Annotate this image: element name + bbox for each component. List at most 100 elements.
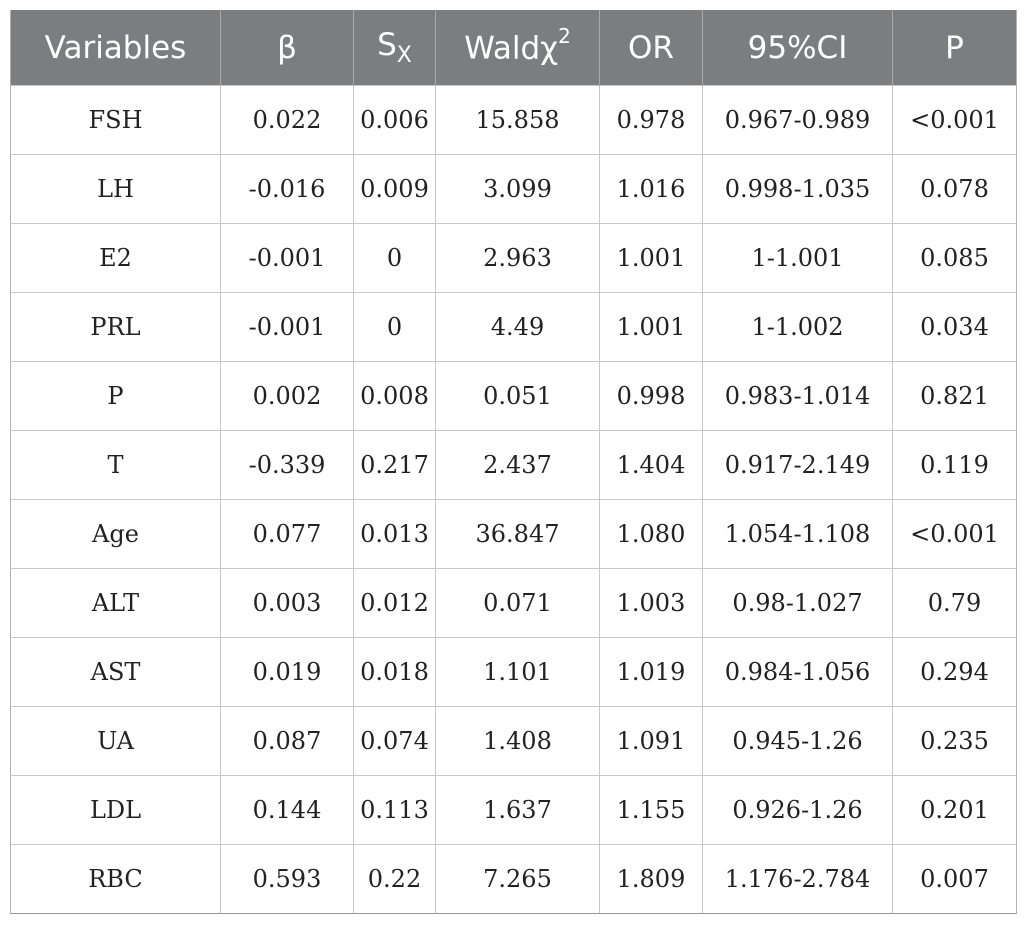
cell-p: <0.001 [892, 499, 1017, 569]
cell-or: 1.003 [599, 568, 703, 638]
cell-or: 0.978 [599, 85, 703, 155]
table-row: RBC 0.593 0.22 7.265 1.809 1.176-2.784 0… [10, 844, 1017, 914]
cell-or: 1.091 [599, 706, 703, 776]
header-wald-sup: 2 [558, 24, 571, 49]
table-row: E2 -0.001 0 2.963 1.001 1-1.001 0.085 [10, 223, 1017, 293]
cell-variable: LDL [10, 775, 221, 845]
table-row: T -0.339 0.217 2.437 1.404 0.917-2.149 0… [10, 430, 1017, 500]
header-wald-main: Waldχ [464, 30, 559, 67]
cell-sx: 0 [353, 292, 436, 362]
cell-wald: 36.847 [435, 499, 600, 569]
header-p: P [892, 10, 1017, 86]
cell-wald: 2.437 [435, 430, 600, 500]
header-sx-main: S [377, 26, 397, 63]
cell-p: 0.201 [892, 775, 1017, 845]
table-row: LDL 0.144 0.113 1.637 1.155 0.926-1.26 0… [10, 775, 1017, 845]
cell-ci: 1-1.002 [702, 292, 893, 362]
cell-beta: 0.593 [220, 844, 354, 914]
cell-sx: 0 [353, 223, 436, 293]
cell-variable: LH [10, 154, 221, 224]
cell-ci: 0.917-2.149 [702, 430, 893, 500]
table-row: ALT 0.003 0.012 0.071 1.003 0.98-1.027 0… [10, 568, 1017, 638]
cell-variable: Age [10, 499, 221, 569]
cell-beta: -0.001 [220, 223, 354, 293]
cell-variable: FSH [10, 85, 221, 155]
cell-or: 1.001 [599, 223, 703, 293]
cell-p: 0.294 [892, 637, 1017, 707]
header-row: Variables β SX Waldχ2 OR 95%CI P [10, 10, 1017, 86]
cell-beta: -0.339 [220, 430, 354, 500]
cell-wald: 2.963 [435, 223, 600, 293]
cell-or: 1.809 [599, 844, 703, 914]
cell-or: 1.019 [599, 637, 703, 707]
cell-p: 0.119 [892, 430, 1017, 500]
cell-beta: 0.022 [220, 85, 354, 155]
cell-sx: 0.008 [353, 361, 436, 431]
cell-sx: 0.113 [353, 775, 436, 845]
cell-wald: 1.408 [435, 706, 600, 776]
cell-sx: 0.074 [353, 706, 436, 776]
table-row: PRL -0.001 0 4.49 1.001 1-1.002 0.034 [10, 292, 1017, 362]
regression-table: Variables β SX Waldχ2 OR 95%CI P FSH 0.0… [10, 10, 1017, 914]
cell-or: 1.016 [599, 154, 703, 224]
header-ci: 95%CI [702, 10, 893, 86]
cell-wald: 3.099 [435, 154, 600, 224]
cell-ci: 0.945-1.26 [702, 706, 893, 776]
cell-variable: AST [10, 637, 221, 707]
cell-variable: T [10, 430, 221, 500]
cell-sx: 0.013 [353, 499, 436, 569]
cell-beta: 0.019 [220, 637, 354, 707]
cell-wald: 0.071 [435, 568, 600, 638]
cell-variable: PRL [10, 292, 221, 362]
cell-wald: 4.49 [435, 292, 600, 362]
cell-ci: 0.984-1.056 [702, 637, 893, 707]
cell-sx: 0.22 [353, 844, 436, 914]
cell-or: 1.404 [599, 430, 703, 500]
cell-p: <0.001 [892, 85, 1017, 155]
cell-p: 0.79 [892, 568, 1017, 638]
cell-beta: 0.087 [220, 706, 354, 776]
cell-beta: 0.002 [220, 361, 354, 431]
cell-sx: 0.006 [353, 85, 436, 155]
cell-beta: -0.001 [220, 292, 354, 362]
cell-sx: 0.018 [353, 637, 436, 707]
header-wald: Waldχ2 [435, 10, 600, 86]
cell-sx: 0.217 [353, 430, 436, 500]
cell-or: 1.080 [599, 499, 703, 569]
cell-variable: UA [10, 706, 221, 776]
cell-p: 0.235 [892, 706, 1017, 776]
cell-wald: 7.265 [435, 844, 600, 914]
cell-p: 0.007 [892, 844, 1017, 914]
header-variables: Variables [10, 10, 221, 86]
cell-p: 0.085 [892, 223, 1017, 293]
table-row: FSH 0.022 0.006 15.858 0.978 0.967-0.989… [10, 85, 1017, 155]
cell-ci: 0.98-1.027 [702, 568, 893, 638]
cell-or: 1.001 [599, 292, 703, 362]
header-sx: SX [353, 10, 436, 86]
cell-wald: 1.101 [435, 637, 600, 707]
header-sx-sub: X [396, 43, 412, 69]
cell-ci: 1.054-1.108 [702, 499, 893, 569]
table-row: P 0.002 0.008 0.051 0.998 0.983-1.014 0.… [10, 361, 1017, 431]
table-row: AST 0.019 0.018 1.101 1.019 0.984-1.056 … [10, 637, 1017, 707]
header-or: OR [599, 10, 703, 86]
cell-ci: 0.998-1.035 [702, 154, 893, 224]
cell-ci: 1.176-2.784 [702, 844, 893, 914]
cell-variable: E2 [10, 223, 221, 293]
cell-wald: 0.051 [435, 361, 600, 431]
cell-p: 0.078 [892, 154, 1017, 224]
cell-ci: 0.926-1.26 [702, 775, 893, 845]
cell-variable: RBC [10, 844, 221, 914]
cell-wald: 15.858 [435, 85, 600, 155]
cell-sx: 0.012 [353, 568, 436, 638]
cell-ci: 0.967-0.989 [702, 85, 893, 155]
table-row: Age 0.077 0.013 36.847 1.080 1.054-1.108… [10, 499, 1017, 569]
cell-ci: 0.983-1.014 [702, 361, 893, 431]
header-beta: β [220, 10, 354, 86]
table-container: Variables β SX Waldχ2 OR 95%CI P FSH 0.0… [10, 10, 1017, 914]
cell-sx: 0.009 [353, 154, 436, 224]
cell-wald: 1.637 [435, 775, 600, 845]
cell-or: 1.155 [599, 775, 703, 845]
cell-beta: 0.077 [220, 499, 354, 569]
cell-p: 0.821 [892, 361, 1017, 431]
